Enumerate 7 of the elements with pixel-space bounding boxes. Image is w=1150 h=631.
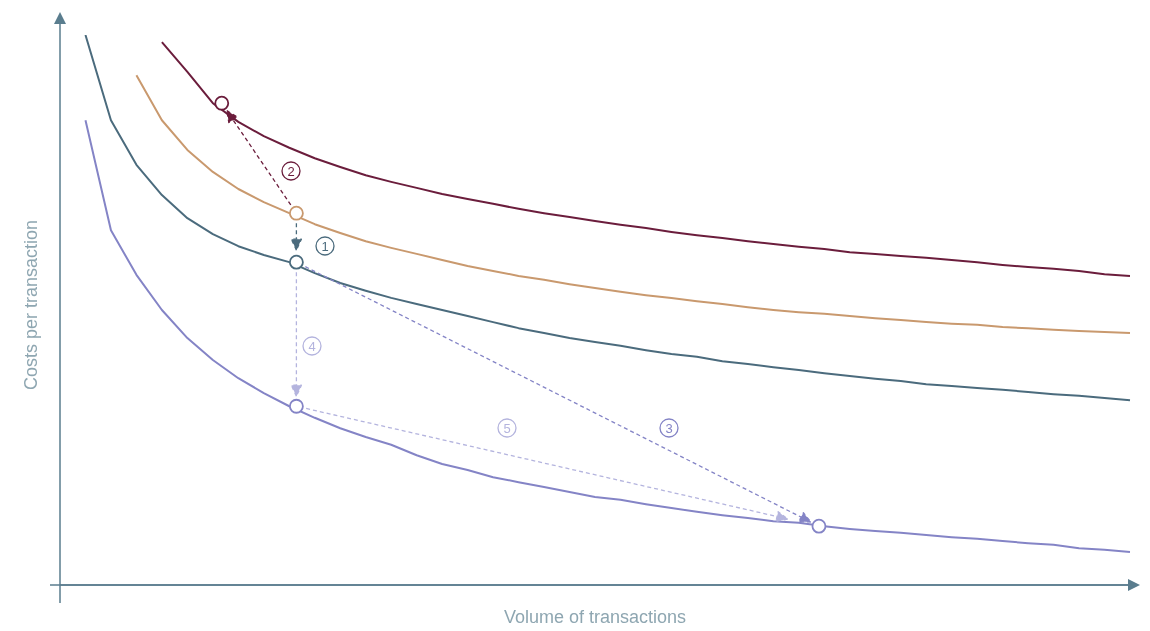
annotation: 1: [321, 238, 329, 254]
annotation: 2: [287, 163, 295, 179]
y-axis-title: Costs per transaction: [21, 219, 41, 391]
annotation: 5: [503, 420, 511, 436]
annotation: 4: [308, 338, 316, 354]
annotation: 3: [665, 420, 673, 436]
x-axis-title: Volume of transactions: [503, 607, 687, 627]
